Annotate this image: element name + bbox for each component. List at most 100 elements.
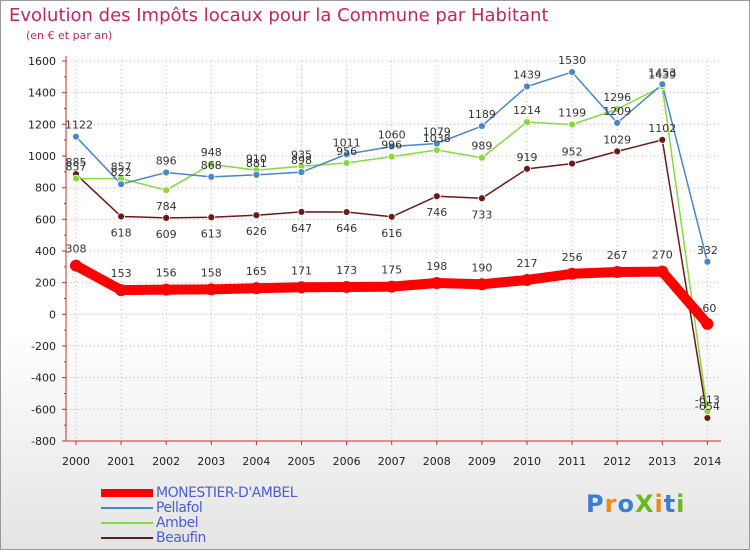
data-point-pellafol (658, 80, 667, 89)
data-label-beaufin: 646 (336, 222, 357, 235)
data-label-monestier-d-ambel: 256 (562, 251, 583, 264)
data-point-monestier-d-ambel (385, 280, 398, 293)
data-point-beaufin (658, 135, 667, 144)
x-tick-label: 2011 (558, 455, 586, 468)
axes: -800 -600 -400 -200 0 200 400 600 800 1000 1200 140… (28, 55, 721, 468)
data-label-ambel: 857 (111, 161, 132, 174)
data-label-monestier-d-ambel: 158 (201, 266, 222, 279)
data-point-monestier-d-ambel (430, 276, 443, 289)
x-tick-label: 2001 (107, 455, 135, 468)
data-label-ambel: 1214 (513, 104, 541, 117)
data-label-pellafol: 881 (246, 157, 267, 170)
proxiti-logo: ProXiti (586, 490, 685, 518)
data-point-beaufin (297, 207, 306, 216)
y-tick-label: -200 (31, 340, 56, 353)
logo-letter: P (586, 490, 605, 518)
data-point-monestier-d-ambel (656, 265, 669, 278)
data-point-ambel (207, 160, 216, 169)
data-label-ambel: 1199 (558, 106, 586, 119)
y-tick-label: 1200 (28, 118, 56, 131)
data-label-beaufin: 919 (517, 151, 538, 164)
legend-swatch (101, 522, 153, 524)
data-label-beaufin: 613 (201, 227, 222, 240)
chart-title: Evolution des Impôts locaux pour la Comm… (9, 5, 549, 26)
x-tick-label: 2009 (468, 455, 496, 468)
data-point-monestier-d-ambel (160, 283, 173, 296)
data-label-monestier-d-ambel: -60 (698, 302, 716, 315)
data-point-pellafol (477, 122, 486, 130)
data-point-beaufin (613, 147, 622, 156)
data-point-pellafol (117, 180, 125, 189)
data-label-beaufin: 746 (426, 206, 447, 219)
data-label-monestier-d-ambel: 270 (652, 249, 673, 262)
data-point-pellafol (252, 170, 261, 179)
data-point-monestier-d-ambel (701, 317, 714, 330)
data-point-pellafol (72, 132, 80, 141)
data-label-ambel: -613 (695, 393, 720, 406)
logo-letter: X (634, 490, 655, 518)
data-point-beaufin (117, 212, 125, 221)
data-label-beaufin: 618 (111, 226, 132, 239)
data-label-pellafol: 822 (111, 166, 132, 179)
data-label-ambel: 1038 (423, 132, 451, 145)
data-point-beaufin (568, 159, 576, 168)
data-point-pellafol (297, 168, 306, 177)
x-tick-label: 2014 (693, 455, 721, 468)
data-label-monestier-d-ambel: 165 (246, 265, 267, 278)
data-label-beaufin: 1102 (648, 122, 676, 135)
data-label-monestier-d-ambel: 217 (517, 257, 538, 270)
logo-letter: t (663, 490, 677, 518)
data-label-beaufin: 647 (291, 222, 312, 235)
x-tick-label: 2006 (333, 455, 361, 468)
data-point-beaufin (342, 208, 351, 216)
data-point-pellafol (342, 150, 351, 159)
data-point-pellafol (162, 168, 171, 177)
legend-swatch (101, 537, 153, 539)
data-point-ambel (387, 152, 396, 161)
data-label-monestier-d-ambel: 171 (291, 264, 312, 277)
y-tick-label: 0 (49, 308, 56, 321)
data-point-monestier-d-ambel (250, 282, 263, 295)
y-tick-label: -400 (31, 372, 56, 385)
data-label-monestier-d-ambel: 156 (156, 267, 177, 280)
data-point-ambel (703, 407, 712, 416)
data-label-pellafol: 1079 (423, 125, 451, 138)
data-label-monestier-d-ambel: 267 (607, 249, 628, 262)
data-label-beaufin: 626 (246, 225, 267, 238)
data-points (70, 68, 714, 422)
data-label-pellafol: 868 (201, 159, 222, 172)
data-point-beaufin (703, 413, 712, 422)
y-tick-label: 800 (35, 182, 56, 195)
data-label-pellafol: 1060 (378, 129, 406, 142)
data-label-ambel: 956 (336, 145, 357, 158)
grid-lines (66, 60, 721, 442)
data-point-ambel (568, 120, 576, 129)
x-tick-label: 2004 (242, 455, 270, 468)
data-label-beaufin: 733 (471, 208, 492, 221)
data-label-ambel: 935 (291, 148, 312, 161)
data-point-beaufin (523, 164, 531, 173)
data-label-ambel: 996 (381, 139, 402, 152)
data-point-beaufin (207, 213, 216, 222)
data-point-monestier-d-ambel (566, 267, 579, 280)
logo-letter: r (604, 490, 618, 518)
data-label-pellafol: 1209 (603, 105, 631, 118)
x-tick-label: 2003 (197, 455, 225, 468)
legend-label: Pellafol (156, 500, 203, 516)
data-point-monestier-d-ambel (295, 281, 308, 294)
x-tick-label: 2000 (62, 455, 90, 468)
x-tick-label: 2005 (288, 455, 316, 468)
x-tick-label: 2002 (152, 455, 180, 468)
data-label-ambel: 857 (66, 161, 87, 174)
data-point-monestier-d-ambel (115, 284, 128, 297)
y-tick-label: 400 (35, 245, 56, 258)
data-label-ambel: 910 (246, 152, 267, 165)
data-point-pellafol (568, 68, 576, 76)
data-label-ambel: 1439 (648, 68, 676, 81)
y-tick-label: 200 (35, 277, 56, 290)
data-point-pellafol (613, 119, 622, 127)
data-point-ambel (342, 159, 351, 167)
y-tick-label: 1400 (28, 87, 56, 100)
